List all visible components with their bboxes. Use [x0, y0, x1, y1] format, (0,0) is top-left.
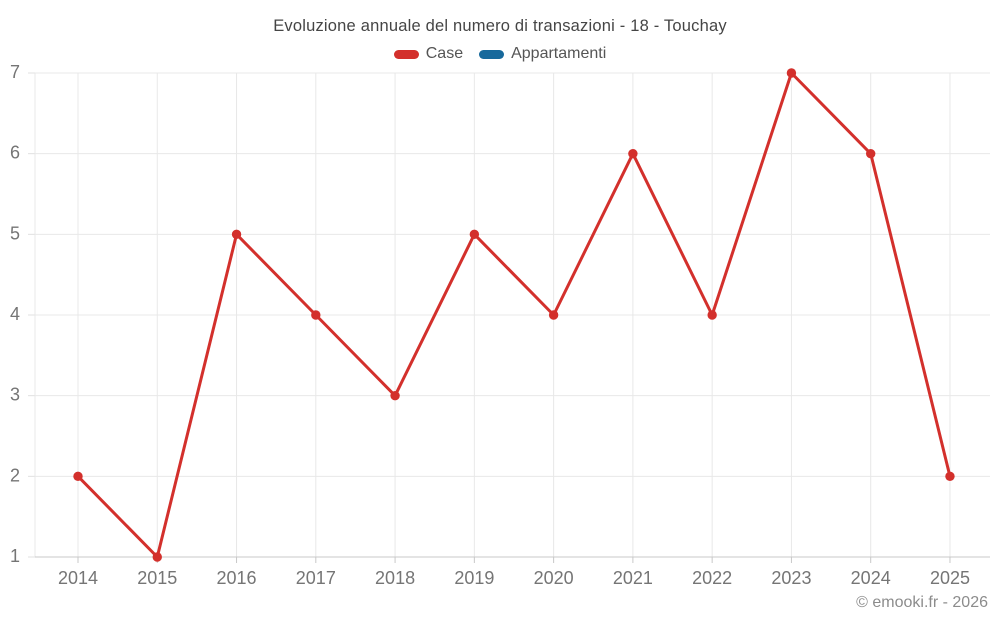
x-axis-label-2014: 2014 — [58, 568, 98, 588]
chart-title: Evoluzione annuale del numero di transaz… — [273, 17, 727, 35]
data-point-case-2025[interactable] — [945, 471, 955, 482]
data-point-case-2014[interactable] — [73, 471, 83, 482]
x-axis-label-2023: 2023 — [771, 568, 811, 588]
legend: Case Appartamenti — [0, 45, 1000, 63]
data-point-case-2022[interactable] — [707, 310, 717, 320]
data-point-case-2017[interactable] — [311, 310, 321, 320]
data-point-case-2016[interactable] — [231, 229, 242, 240]
y-axis-label-1: 1 — [10, 546, 20, 566]
x-axis-label-2015: 2015 — [137, 568, 177, 588]
data-point-case-2015[interactable] — [152, 552, 162, 562]
y-axis-label-5: 5 — [10, 223, 20, 243]
x-axis-label-2016: 2016 — [217, 568, 257, 588]
data-point-case-2024[interactable] — [866, 148, 876, 159]
legend-label-appartamenti: Appartamenti — [511, 45, 607, 62]
legend-label-case: Case — [425, 45, 464, 62]
data-point-case-2021[interactable] — [628, 148, 638, 159]
x-axis-label-2017: 2017 — [296, 568, 336, 588]
data-point-case-2020[interactable] — [548, 310, 559, 320]
legend-swatch-case-icon — [393, 49, 419, 59]
y-axis-label-6: 6 — [10, 143, 20, 163]
x-axis-label-2019: 2019 — [454, 568, 494, 588]
data-point-case-2023[interactable] — [786, 68, 797, 78]
data-point-case-2019[interactable] — [469, 229, 480, 240]
x-axis-label-2021: 2021 — [613, 568, 653, 588]
y-axis-label-3: 3 — [10, 385, 20, 405]
watermark: © emooki.fr - 2026 — [856, 594, 988, 611]
legend-item-case[interactable]: Case — [393, 45, 464, 63]
x-axis-label-2025: 2025 — [930, 568, 970, 588]
x-axis-label-2020: 2020 — [534, 568, 574, 588]
y-axis-label-4: 4 — [10, 304, 20, 324]
legend-swatch-appartamenti-icon — [479, 49, 505, 59]
data-point-case-2018[interactable] — [390, 390, 400, 401]
series-line-case — [76, 71, 952, 559]
legend-item-appartamenti[interactable]: Appartamenti — [479, 45, 606, 63]
y-axis-label-2: 2 — [10, 465, 20, 485]
x-axis-label-2018: 2018 — [375, 568, 415, 588]
y-axis-label-7: 7 — [10, 62, 20, 82]
x-axis-label-2022: 2022 — [692, 568, 732, 588]
x-axis-label-2024: 2024 — [851, 568, 891, 588]
